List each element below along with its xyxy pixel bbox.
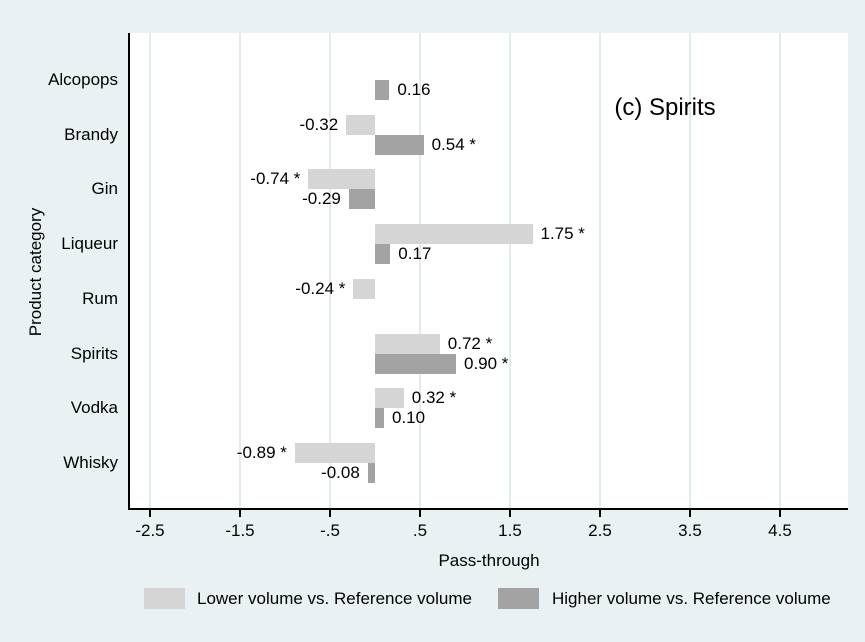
gridline xyxy=(239,33,241,508)
legend-swatch-higher-volume xyxy=(498,588,539,609)
x-tick-label: 3.5 xyxy=(678,521,702,540)
value-label-lower-liqueur: 1.75 * xyxy=(540,224,585,244)
value-label-lower-gin: -0.74 * xyxy=(250,169,301,189)
bar-lower-spirits xyxy=(375,333,440,354)
x-tick-label: .5 xyxy=(412,521,428,540)
panel-title: (c) Spirits xyxy=(614,94,716,121)
legend-label-higher-volume: Higher volume vs. Reference volume xyxy=(552,589,831,608)
gridline xyxy=(419,33,421,508)
category-label-vodka: Vodka xyxy=(70,398,118,418)
value-label-higher-whisky: -0.08 xyxy=(321,462,360,482)
x-tick-mark xyxy=(779,510,781,517)
x-tick-mark xyxy=(329,510,331,517)
category-label-gin: Gin xyxy=(91,179,118,199)
plot-area xyxy=(130,33,848,508)
value-label-lower-brandy: -0.32 xyxy=(299,114,339,134)
gridline xyxy=(329,33,331,508)
x-axis-title: Pass-through xyxy=(438,551,540,570)
bar-lower-liqueur xyxy=(375,224,533,245)
value-label-higher-alcopops: 0.16 xyxy=(397,80,431,99)
x-tick-mark xyxy=(149,510,151,517)
x-tick-label: 4.5 xyxy=(768,521,792,540)
x-tick-mark xyxy=(599,510,601,517)
x-tick-label: 2.5 xyxy=(588,521,612,540)
value-label-higher-vodka: 0.10 xyxy=(392,408,426,428)
legend-label-lower-volume: Lower volume vs. Reference volume xyxy=(197,589,472,608)
gridline xyxy=(599,33,601,508)
category-label-rum: Rum xyxy=(82,288,118,308)
bar-lower-vodka xyxy=(375,388,404,409)
category-label-spirits: Spirits xyxy=(70,343,118,363)
value-label-lower-spirits: 0.72 * xyxy=(447,333,493,353)
bar-higher-alcopops xyxy=(375,80,390,100)
bar-lower-brandy xyxy=(346,114,375,135)
y-axis-title: Product category xyxy=(26,207,45,337)
x-tick-label: -1.5 xyxy=(225,521,255,540)
y-axis-line xyxy=(128,33,130,510)
gridline xyxy=(689,33,691,508)
legend: Lower volume vs. Reference volume Higher… xyxy=(0,588,865,610)
value-label-higher-liqueur: 0.17 xyxy=(398,244,432,264)
bar-higher-spirits xyxy=(375,353,456,374)
value-label-lower-whisky: -0.89 * xyxy=(236,442,287,462)
x-tick-mark xyxy=(689,510,691,517)
bar-lower-gin xyxy=(308,169,375,190)
bar-higher-whisky xyxy=(367,462,375,483)
bar-higher-liqueur xyxy=(375,244,391,265)
x-tick-label: -2.5 xyxy=(135,521,165,540)
bar-higher-gin xyxy=(348,189,375,210)
legend-swatch-lower-volume xyxy=(144,588,185,609)
bar-lower-whisky xyxy=(294,442,375,463)
bar-higher-vodka xyxy=(375,408,384,429)
value-label-lower-vodka: 0.32 * xyxy=(411,388,457,408)
x-axis-line xyxy=(128,508,848,510)
x-tick-mark xyxy=(239,510,241,517)
value-label-higher-spirits: 0.90 * xyxy=(464,353,509,373)
bar-higher-brandy xyxy=(375,134,424,155)
value-label-higher-gin: -0.29 xyxy=(302,189,341,209)
gridline xyxy=(149,33,151,508)
gridline xyxy=(509,33,511,508)
x-tick-mark xyxy=(419,510,421,517)
value-label-lower-rum: -0.24 * xyxy=(295,278,346,298)
x-tick-label: -.5 xyxy=(320,521,340,540)
gridline xyxy=(779,33,781,508)
category-label-whisky: Whisky xyxy=(63,452,118,472)
x-tick-label: 1.5 xyxy=(498,521,522,540)
x-tick-mark xyxy=(509,510,511,517)
value-label-higher-brandy: 0.54 * xyxy=(431,134,477,154)
category-label-liqueur: Liqueur xyxy=(61,234,118,254)
category-label-brandy: Brandy xyxy=(64,124,118,144)
category-label-alcopops: Alcopops xyxy=(48,70,118,89)
bar-lower-rum xyxy=(353,278,375,299)
